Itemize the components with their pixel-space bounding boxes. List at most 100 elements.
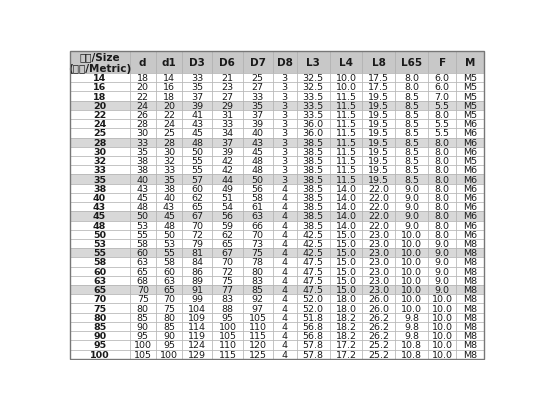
Bar bbox=[130, 52, 156, 74]
Text: 42: 42 bbox=[221, 166, 233, 175]
Text: 11.5: 11.5 bbox=[335, 129, 356, 138]
Bar bbox=[242, 341, 273, 350]
Text: 19.5: 19.5 bbox=[368, 92, 389, 101]
Text: 11.5: 11.5 bbox=[335, 157, 356, 166]
Text: 8.0: 8.0 bbox=[435, 194, 450, 202]
Bar bbox=[156, 258, 182, 267]
Text: 19.5: 19.5 bbox=[368, 166, 389, 175]
Text: 45: 45 bbox=[163, 212, 175, 221]
Text: M6: M6 bbox=[463, 147, 477, 156]
Text: 8.0: 8.0 bbox=[435, 166, 450, 175]
Bar bbox=[456, 193, 484, 202]
Bar bbox=[395, 331, 428, 341]
Bar bbox=[70, 129, 130, 138]
Text: 27: 27 bbox=[252, 83, 264, 92]
Text: 18.0: 18.0 bbox=[335, 294, 356, 304]
Text: 15.0: 15.0 bbox=[335, 286, 356, 294]
Text: 50: 50 bbox=[137, 212, 148, 221]
Bar bbox=[70, 157, 130, 166]
Text: 63: 63 bbox=[93, 276, 106, 285]
Bar bbox=[395, 193, 428, 202]
Bar bbox=[329, 184, 362, 193]
Bar bbox=[212, 184, 242, 193]
Bar bbox=[273, 258, 296, 267]
Bar bbox=[296, 147, 329, 157]
Text: 53: 53 bbox=[163, 239, 175, 248]
Text: 23.0: 23.0 bbox=[368, 249, 389, 258]
Text: 70: 70 bbox=[163, 294, 175, 304]
Text: 22: 22 bbox=[93, 111, 106, 120]
Text: 8.0: 8.0 bbox=[404, 74, 419, 83]
Text: 17.2: 17.2 bbox=[335, 350, 356, 359]
Bar bbox=[212, 129, 242, 138]
Text: 4: 4 bbox=[282, 221, 288, 230]
Text: 50: 50 bbox=[191, 147, 203, 156]
Text: 8.0: 8.0 bbox=[435, 221, 450, 230]
Text: 4: 4 bbox=[282, 202, 288, 212]
Bar bbox=[329, 341, 362, 350]
Bar bbox=[156, 350, 182, 359]
Bar bbox=[156, 101, 182, 111]
Text: 32.5: 32.5 bbox=[302, 74, 323, 83]
Bar bbox=[395, 267, 428, 276]
Bar bbox=[182, 175, 212, 184]
Bar bbox=[296, 304, 329, 313]
Bar bbox=[456, 111, 484, 120]
Text: 63: 63 bbox=[252, 212, 264, 221]
Bar bbox=[273, 111, 296, 120]
Text: M5: M5 bbox=[463, 74, 477, 83]
Bar bbox=[273, 239, 296, 249]
Text: M6: M6 bbox=[463, 202, 477, 212]
Text: 75: 75 bbox=[93, 304, 106, 313]
Bar bbox=[242, 111, 273, 120]
Bar bbox=[182, 276, 212, 286]
Text: 5.5: 5.5 bbox=[435, 120, 450, 129]
Bar bbox=[242, 304, 273, 313]
Bar bbox=[456, 147, 484, 157]
Text: 57.8: 57.8 bbox=[302, 341, 323, 350]
Text: 48: 48 bbox=[137, 202, 148, 212]
Bar bbox=[456, 175, 484, 184]
Text: 8.0: 8.0 bbox=[435, 230, 450, 239]
Text: 16: 16 bbox=[93, 83, 106, 92]
Bar bbox=[395, 212, 428, 221]
Text: 75: 75 bbox=[137, 294, 148, 304]
Text: M6: M6 bbox=[463, 129, 477, 138]
Text: 4: 4 bbox=[282, 294, 288, 304]
Text: 51.8: 51.8 bbox=[302, 313, 323, 322]
Text: 33.5: 33.5 bbox=[302, 111, 324, 120]
Bar bbox=[456, 350, 484, 359]
Bar bbox=[329, 313, 362, 322]
Bar bbox=[395, 258, 428, 267]
Text: 42.5: 42.5 bbox=[302, 230, 323, 239]
Text: 88: 88 bbox=[221, 304, 233, 313]
Bar bbox=[428, 83, 456, 92]
Text: 10.0: 10.0 bbox=[431, 294, 453, 304]
Bar bbox=[182, 83, 212, 92]
Bar bbox=[130, 111, 156, 120]
Bar bbox=[395, 101, 428, 111]
Text: 55: 55 bbox=[191, 166, 203, 175]
Bar bbox=[395, 147, 428, 157]
Bar bbox=[428, 129, 456, 138]
Bar bbox=[428, 230, 456, 239]
Text: M6: M6 bbox=[463, 230, 477, 239]
Text: 51: 51 bbox=[221, 194, 233, 202]
Text: 58: 58 bbox=[93, 258, 106, 267]
Text: M8: M8 bbox=[463, 313, 477, 322]
Bar bbox=[156, 286, 182, 294]
Text: D7: D7 bbox=[249, 58, 266, 68]
Bar bbox=[362, 221, 395, 230]
Bar bbox=[212, 276, 242, 286]
Bar bbox=[456, 294, 484, 304]
Text: 17.5: 17.5 bbox=[368, 83, 389, 92]
Bar bbox=[456, 331, 484, 341]
Text: M8: M8 bbox=[463, 239, 477, 248]
Bar bbox=[296, 239, 329, 249]
Bar bbox=[329, 74, 362, 83]
Text: M5: M5 bbox=[463, 157, 477, 166]
Bar bbox=[156, 202, 182, 212]
Bar bbox=[182, 138, 212, 147]
Bar bbox=[242, 175, 273, 184]
Text: 49: 49 bbox=[221, 184, 233, 193]
